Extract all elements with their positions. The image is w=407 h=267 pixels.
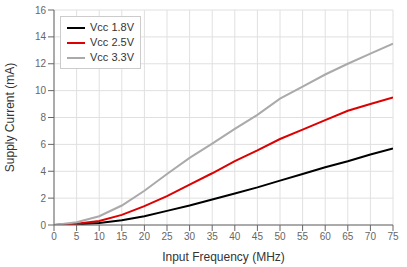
svg-text:25: 25 (161, 231, 173, 242)
svg-text:5: 5 (74, 231, 80, 242)
svg-text:55: 55 (297, 231, 309, 242)
svg-text:Supply Current (mA): Supply Current (mA) (8, 63, 17, 172)
svg-text:6: 6 (40, 139, 46, 150)
svg-text:4: 4 (40, 166, 46, 177)
svg-text:12: 12 (35, 58, 47, 69)
svg-text:15: 15 (116, 231, 128, 242)
svg-text:0: 0 (40, 220, 46, 231)
svg-text:50: 50 (274, 231, 286, 242)
svg-text:Input Frequency (MHz): Input Frequency (MHz) (162, 250, 285, 264)
svg-text:35: 35 (207, 231, 219, 242)
svg-text:2: 2 (40, 193, 46, 204)
html-text:Vcc 3.3V: Vcc 3.3V (90, 51, 134, 63)
svg-text:40: 40 (229, 231, 241, 242)
svg-text:0: 0 (51, 231, 57, 242)
svg-text:8: 8 (40, 112, 46, 123)
svg-text:10: 10 (94, 231, 106, 242)
svg-text:75: 75 (387, 231, 399, 242)
svg-text:65: 65 (342, 231, 354, 242)
svg-text:45: 45 (252, 231, 264, 242)
svg-text:60: 60 (320, 231, 332, 242)
svg-text:20: 20 (139, 231, 151, 242)
svg-text:10: 10 (35, 85, 47, 96)
svg-text:16: 16 (35, 5, 47, 16)
svg-text:14: 14 (35, 31, 47, 42)
html-text:Vcc 1.8V: Vcc 1.8V (90, 21, 134, 33)
svg-text:30: 30 (184, 231, 196, 242)
html-text:Vcc 2.5V: Vcc 2.5V (90, 36, 134, 48)
svg-text:70: 70 (365, 231, 377, 242)
